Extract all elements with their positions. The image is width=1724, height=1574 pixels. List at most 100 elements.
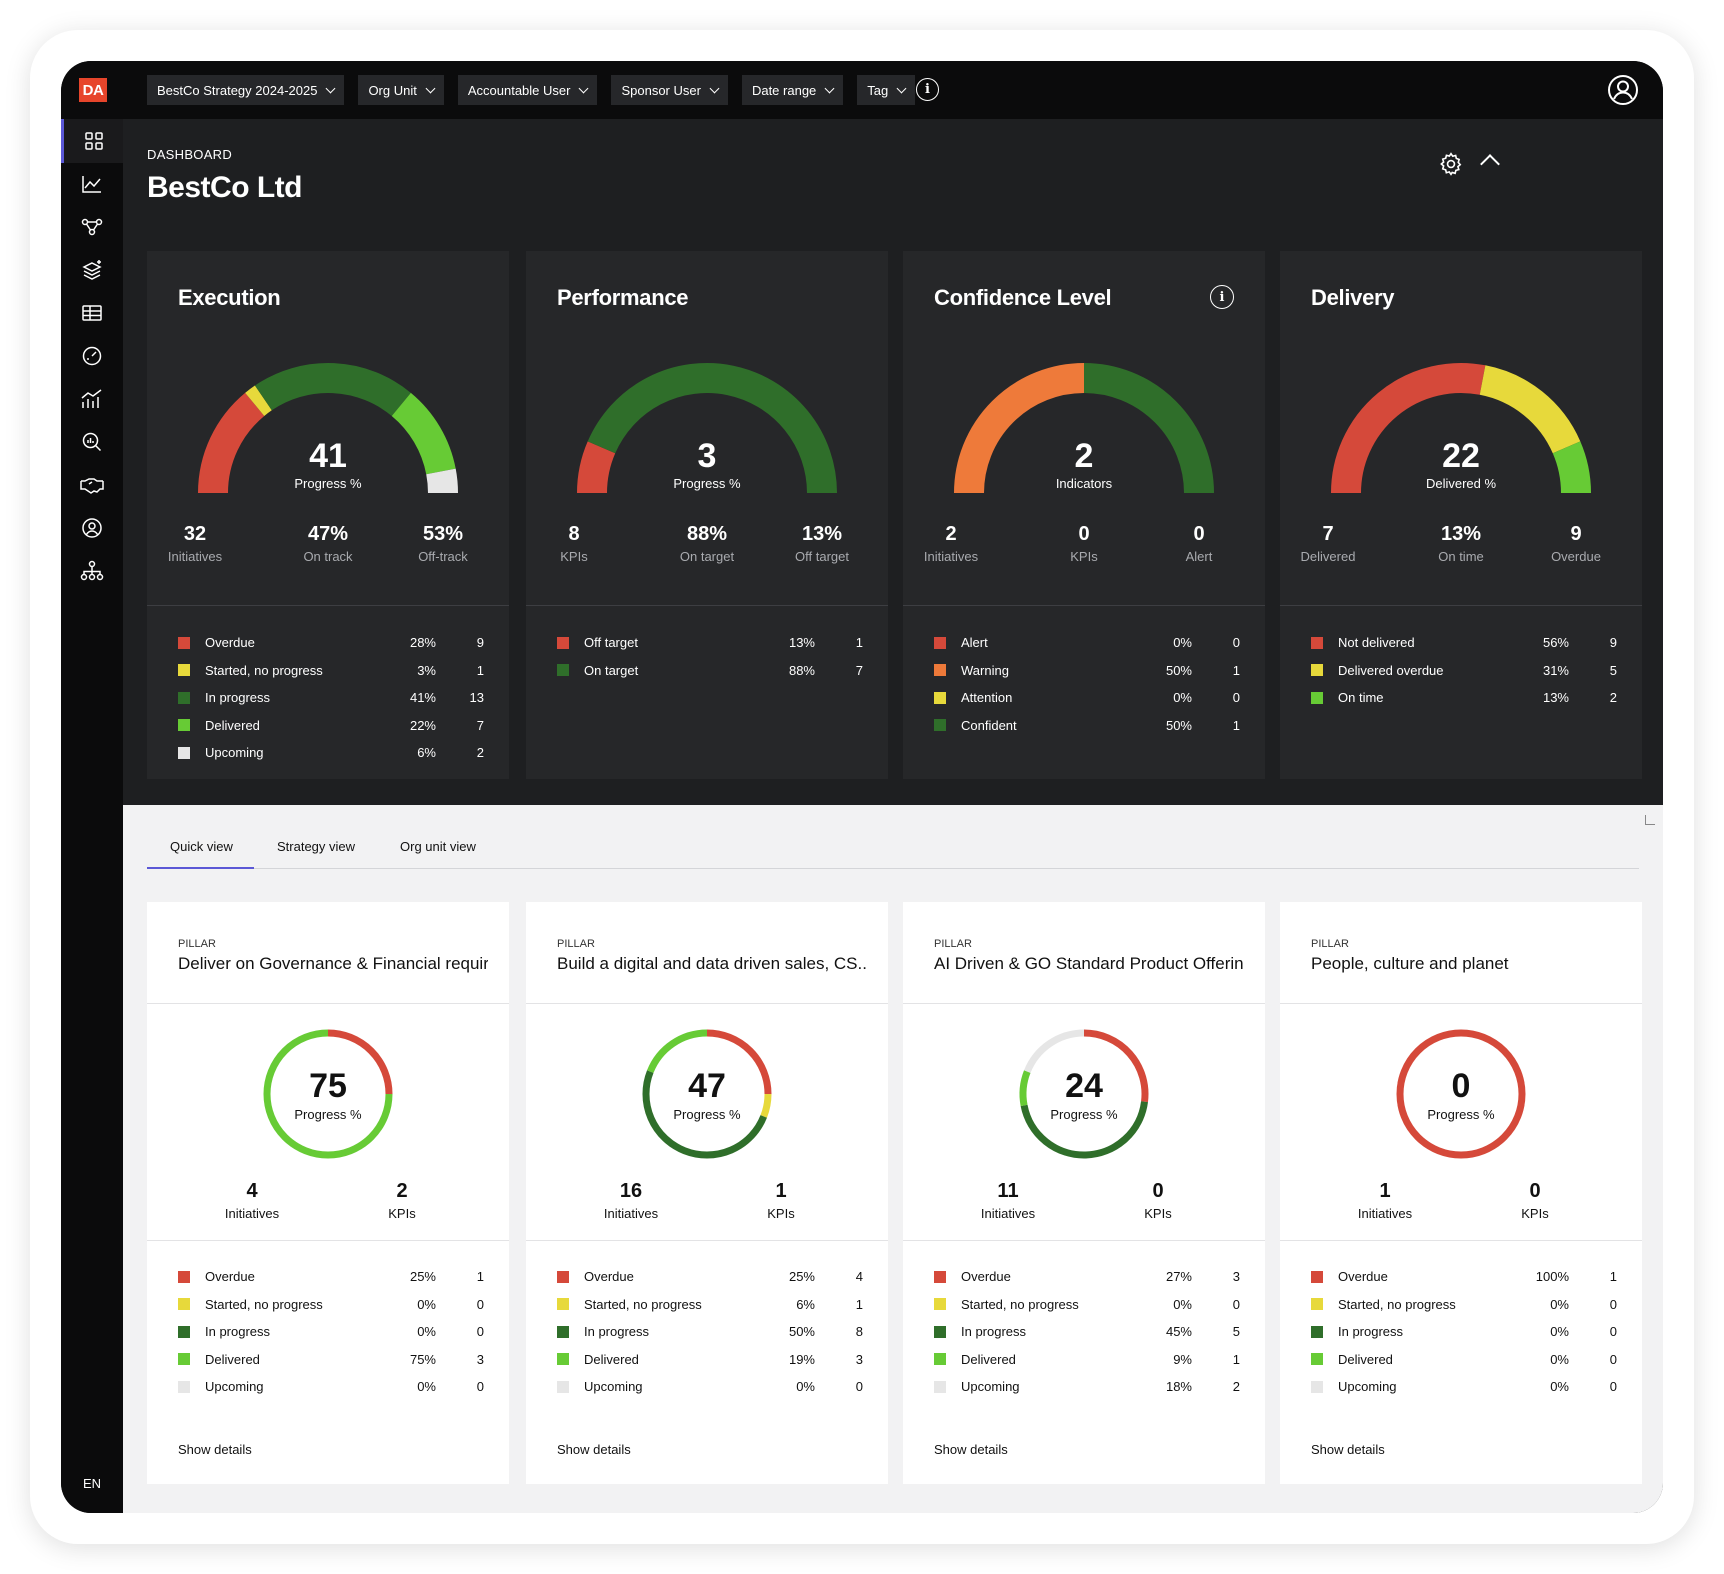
swatch [934,1380,946,1393]
bar-chart-icon[interactable] [61,377,123,421]
show-details-link[interactable]: Show details [1311,1442,1385,1457]
legend-row: On time 13% 2 [1311,684,1617,712]
user-circle-icon[interactable] [61,506,123,550]
legend-count: 9 [1609,635,1617,651]
legend-name: Overdue [205,1269,255,1285]
stat-value: 0 [1193,523,1205,545]
filter-sponsor-user[interactable]: Sponsor User [611,75,728,105]
legend-pct: 88% [788,662,815,678]
filter-date-range[interactable]: Date range [741,75,844,105]
legend-name: Upcoming [205,1379,264,1395]
ring-segment [1019,1070,1031,1107]
gauge-segment [254,363,411,417]
strategy-map-icon[interactable] [61,205,123,249]
tab-strategy-view[interactable]: Strategy view [277,839,356,854]
pillar-title: People, culture and planet [1311,954,1509,973]
org-chart-icon[interactable] [61,549,123,593]
user-profile-icon[interactable] [1607,74,1639,111]
legend-pct: 13% [788,635,815,651]
show-details-link[interactable]: Show details [934,1442,1008,1457]
chevron-down-icon [896,83,907,93]
info-icon[interactable]: i [916,78,939,101]
swatch [934,1270,946,1283]
stat-label: Off-track [418,549,468,564]
legend-row: Delivered 22% 7 [178,712,484,740]
legend-count: 1 [1232,1351,1240,1367]
divider [903,1240,1265,1241]
table-icon[interactable] [61,291,123,335]
expand-icon[interactable] [1645,815,1655,825]
layers-icon[interactable] [61,248,123,292]
legend-row: On target 88% 7 [557,657,863,685]
stat-value: 0 [1152,1180,1164,1202]
stat: 2 Initiatives [896,523,1006,564]
stat: 0 KPIs [1029,523,1139,564]
show-details-link[interactable]: Show details [178,1442,252,1457]
pillar-card[interactable]: PILLAR AI Driven & GO Standard Product O… [903,902,1265,1484]
stat-label: KPIs [388,1206,416,1221]
pillar-kicker: PILLAR [1311,938,1349,950]
pillar-card[interactable]: PILLAR Deliver on Governance & Financial… [147,902,509,1484]
filter-accountable-user[interactable]: Accountable User [457,75,598,105]
legend-row: Warning 50% 1 [934,657,1240,685]
pillar-kicker: PILLAR [934,938,972,950]
language-selector[interactable]: EN [82,1476,102,1491]
info-icon[interactable]: i [1210,285,1234,309]
swatch [934,719,946,732]
show-details-link[interactable]: Show details [557,1442,631,1457]
filter-label: Sponsor User [621,82,701,98]
filter-strategy[interactable]: BestCo Strategy 2024-2025 [147,75,345,105]
dashboard-icon[interactable] [61,119,123,163]
legend-pct: 0% [1173,635,1192,651]
legend-name: Overdue [961,1269,1011,1285]
stat-value: 2 [945,523,957,545]
gauge-segment [391,392,456,475]
ring-segment [1024,1029,1085,1073]
app-logo[interactable]: DA [79,78,107,102]
gear-icon[interactable] [1438,151,1464,182]
filter-org-unit[interactable]: Org Unit [358,75,444,105]
stat-label: Initiatives [224,1206,280,1221]
legend-row: Started, no progress 0% 0 [1311,1291,1617,1319]
stat-value: 88% [686,523,728,545]
chevron-down-icon [425,83,436,93]
swatch [557,1270,569,1283]
pillar-card[interactable]: PILLAR People, culture and planet 0 Prog… [1280,902,1642,1484]
legend-name: In progress [205,690,271,706]
analysis-icon[interactable] [61,420,123,464]
gauge-segment [198,392,265,494]
legend-name: Started, no progress [205,1296,323,1312]
divider [147,605,509,606]
filter-tag[interactable]: Tag [857,75,916,105]
tab-org-unit-view[interactable]: Org unit view [400,839,476,854]
legend-count: 7 [476,717,484,733]
swatch [178,746,190,759]
card-delivery: Delivery 22 Delivered % 7 Delivered 13% On… [1280,251,1642,779]
chevron-down-icon [325,83,336,93]
stat-label: Initiatives [923,549,979,564]
pillar-kicker: PILLAR [557,938,595,950]
stat-value: 0 [1529,1180,1541,1202]
stat-label: On time [1438,549,1484,564]
legend-count: 2 [1232,1379,1240,1395]
pillar-card[interactable]: PILLAR Build a digital and data driven s… [526,902,888,1484]
handshake-icon[interactable] [61,463,123,507]
legend-row: Overdue 100% 1 [1311,1263,1617,1291]
stat: 13% On time [1406,523,1516,564]
legend-name: Started, no progress [584,1296,702,1312]
legend-row: Started, no progress 3% 1 [178,657,484,685]
swatch [1311,1270,1323,1283]
swatch [178,1270,190,1283]
filter-bar: BestCo Strategy 2024-2025 Org Unit Accou… [147,75,916,105]
legend-count: 0 [476,1324,484,1340]
stat-label: On target [679,549,735,564]
legend-pct: 0% [1550,1351,1569,1367]
swatch [934,1298,946,1311]
stat: 7 Delivered [1273,523,1383,564]
tab-quick-view[interactable]: Quick view [147,839,254,869]
card-performance: Performance 3 Progress % 8 KPIs 88% On tar… [526,251,888,779]
line-chart-icon[interactable] [61,162,123,206]
swatch [178,1380,190,1393]
gauge-icon[interactable] [61,334,123,378]
stat-value: 16 [619,1180,643,1202]
